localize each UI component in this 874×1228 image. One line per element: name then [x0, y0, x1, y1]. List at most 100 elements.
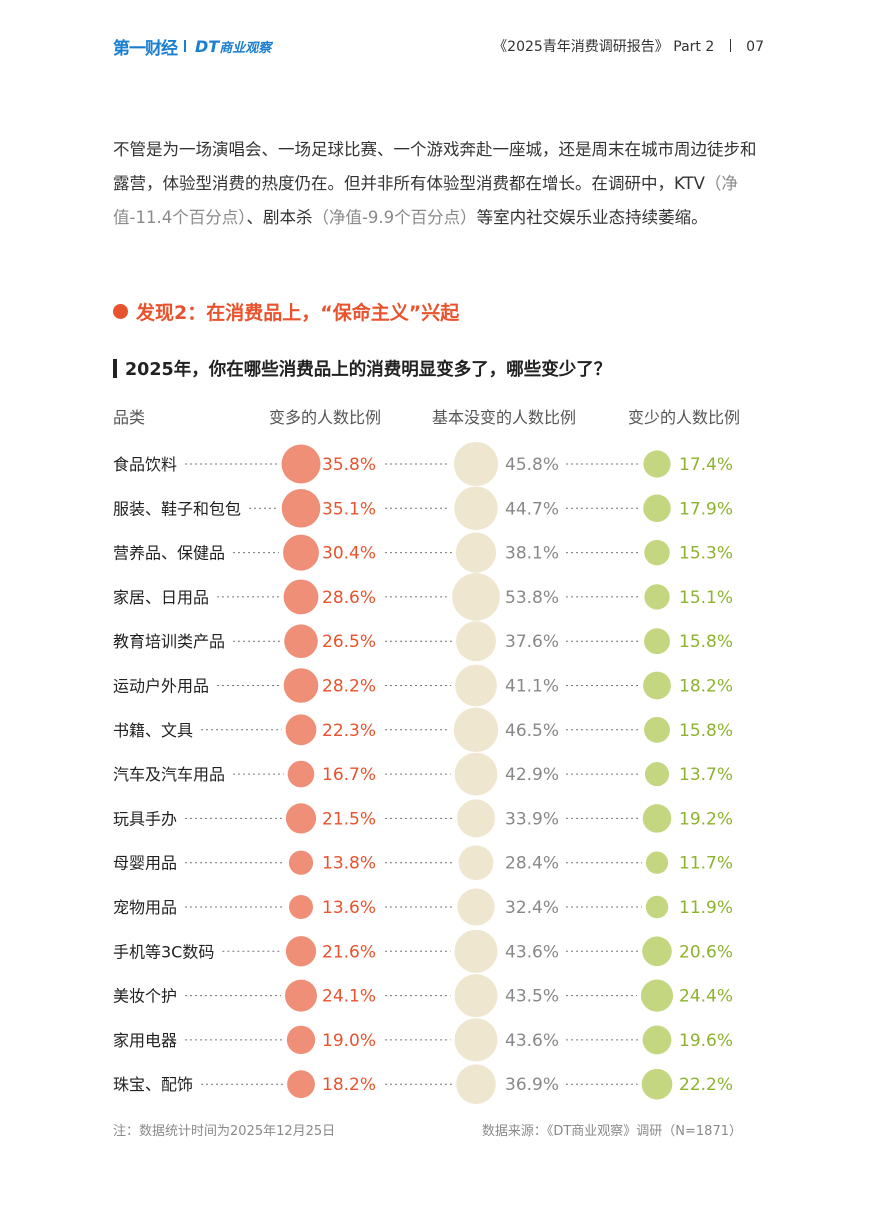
- value-label-more: 28.2%: [322, 677, 376, 697]
- finding-text: 发现2：在消费品上，“保命主义”兴起: [136, 302, 460, 324]
- column-header: 变多的人数比例: [269, 408, 381, 427]
- bubble-same: [454, 974, 498, 1018]
- value-label-same: 38.1%: [505, 544, 559, 564]
- footer-note: 注：数据统计时间为2025年12月25日: [113, 1124, 336, 1139]
- category-label: 教育培训类产品: [113, 632, 225, 651]
- bubble-less: [644, 628, 670, 655]
- page-number: 07: [746, 39, 764, 55]
- value-label-less: 24.4%: [679, 987, 733, 1007]
- category-label: 书籍、文具: [113, 721, 193, 740]
- bubble-less: [645, 895, 669, 919]
- value-label-same: 46.5%: [505, 721, 559, 741]
- bubble-less: [641, 1068, 673, 1100]
- bubble-more: [288, 894, 314, 920]
- category-label: 运动户外用品: [113, 677, 209, 696]
- bubble-same: [455, 664, 497, 707]
- bubble-more: [283, 579, 319, 615]
- value-label-more: 35.8%: [322, 455, 376, 475]
- value-label-more: 19.0%: [322, 1031, 376, 1051]
- finding-heading: 发现2：在消费品上，“保命主义”兴起: [113, 298, 459, 325]
- header-divider: [729, 39, 731, 52]
- category-label: 玩具手办: [113, 809, 177, 828]
- value-label-more: 21.6%: [322, 942, 376, 962]
- report-meta: 《2025青年消费调研报告》 Part 2 07: [493, 36, 764, 56]
- value-label-less: 15.8%: [679, 721, 733, 741]
- bubble-less: [642, 936, 672, 967]
- value-label-less: 22.2%: [679, 1075, 733, 1095]
- intro-paragraph: 不管是为一场演唱会、一场足球比赛、一个游戏奔赴一座城，还是周末在城市周边徒步和露…: [113, 133, 763, 235]
- bubble-less: [643, 494, 671, 523]
- bubble-more: [285, 803, 317, 834]
- value-label-same: 44.7%: [505, 499, 559, 519]
- bubble-less: [644, 762, 670, 787]
- bubble-less: [640, 979, 674, 1012]
- category-label: 珠宝、配饰: [113, 1075, 193, 1094]
- bubble-less: [643, 671, 671, 700]
- intro-text-1: 不管是为一场演唱会、一场足球比赛、一个游戏奔赴一座城，还是周末在城市周边徒步和露…: [113, 140, 757, 193]
- value-label-same: 37.6%: [505, 632, 559, 652]
- bubble-less: [643, 450, 671, 478]
- dt-logo: DT: [195, 36, 220, 56]
- bubble-more: [283, 534, 319, 571]
- intro-text-3: 等室内社交娱乐业态持续萎缩。: [476, 208, 708, 227]
- category-label: 服装、鞋子和包包: [113, 499, 241, 518]
- bubble-more: [285, 979, 317, 1012]
- value-label-same: 42.9%: [505, 765, 559, 785]
- value-label-less: 19.6%: [679, 1031, 733, 1051]
- report-title: 《2025青年消费调研报告》: [493, 39, 669, 55]
- value-label-more: 18.2%: [322, 1075, 376, 1095]
- chart-title: 2025年，你在哪些消费品上的消费明显变多了，哪些变少了？: [113, 356, 611, 381]
- value-label-more: 28.6%: [322, 588, 376, 608]
- bubble-same: [454, 1018, 498, 1062]
- page-header: 第一财经 DT 商业观察 《2025青年消费调研报告》 Part 2 07: [113, 32, 764, 60]
- value-label-less: 20.6%: [679, 942, 733, 962]
- category-label: 家居、日用品: [113, 588, 209, 607]
- intro-ktv-net: （净值-11.4个百分点）: [113, 174, 738, 227]
- value-label-same: 36.9%: [505, 1075, 559, 1095]
- category-header: 品类: [113, 408, 145, 427]
- bubble-more: [284, 624, 318, 658]
- value-label-more: 21.5%: [322, 809, 376, 829]
- value-label-less: 11.9%: [679, 898, 733, 918]
- category-label: 宠物用品: [113, 898, 177, 917]
- bubble-more: [281, 488, 321, 528]
- value-label-more: 13.8%: [322, 854, 376, 874]
- dt-logo-name: 商业观察: [219, 40, 272, 56]
- column-header: 基本没变的人数比例: [432, 408, 576, 427]
- bubble-same: [455, 532, 497, 573]
- category-label: 手机等3C数码: [113, 942, 214, 961]
- value-label-less: 15.3%: [679, 544, 733, 564]
- value-label-less: 11.7%: [679, 854, 733, 874]
- intro-jubensha-net: （净值-9.9个百分点）: [312, 208, 477, 227]
- category-label: 母婴用品: [113, 854, 177, 873]
- value-label-less: 13.7%: [679, 765, 733, 785]
- value-label-same: 41.1%: [505, 677, 559, 697]
- bubble-same: [454, 929, 498, 973]
- value-label-more: 13.6%: [322, 898, 376, 918]
- bubble-same: [456, 621, 496, 662]
- bubble-more: [281, 444, 321, 484]
- bubble-same: [457, 799, 495, 838]
- bubble-more: [285, 714, 317, 746]
- bubble-same: [453, 707, 499, 753]
- chart-title-bar: [113, 359, 117, 378]
- value-label-same: 28.4%: [505, 854, 559, 874]
- bubble-same: [453, 441, 499, 487]
- column-header: 变少的人数比例: [628, 408, 740, 427]
- value-label-same: 33.9%: [505, 809, 559, 829]
- bubble-less: [644, 584, 670, 610]
- value-label-more: 16.7%: [322, 765, 376, 785]
- bubble-same: [456, 1064, 496, 1104]
- bubble-more: [288, 850, 314, 875]
- category-label: 食品饮料: [113, 455, 177, 474]
- value-label-same: 43.5%: [505, 987, 559, 1007]
- report-part: Part 2: [673, 39, 715, 55]
- bubble-less: [642, 804, 672, 833]
- value-label-same: 43.6%: [505, 1031, 559, 1051]
- category-label: 汽车及汽车用品: [113, 765, 225, 784]
- value-label-less: 18.2%: [679, 677, 733, 697]
- bubble-more: [287, 760, 315, 788]
- logo-divider: [184, 40, 186, 52]
- value-label-more: 30.4%: [322, 544, 376, 564]
